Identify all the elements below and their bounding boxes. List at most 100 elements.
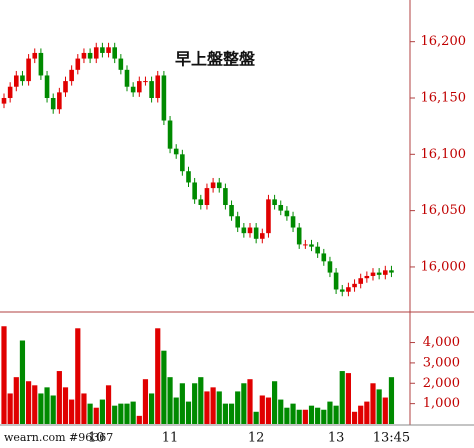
candle-body	[81, 52, 87, 59]
volume-bar	[364, 401, 370, 424]
x-tick-label: 11	[162, 431, 179, 446]
candle-body	[309, 244, 314, 247]
candle-body	[14, 75, 19, 87]
candle-body	[352, 283, 357, 288]
volume-bar	[185, 401, 192, 424]
candle-body	[216, 182, 222, 189]
candle-body	[315, 246, 320, 254]
volume-bar	[130, 401, 136, 424]
volume-bar	[149, 393, 155, 424]
volume-tick-label: 2,000	[423, 376, 460, 391]
candle-body	[253, 227, 259, 239]
volume-bar	[308, 405, 315, 424]
candle-body	[192, 182, 197, 200]
volume-bar	[210, 387, 216, 424]
volume-bar	[173, 397, 179, 424]
candle-body	[173, 148, 179, 155]
volume-bar	[198, 377, 204, 424]
candle-body	[143, 81, 148, 83]
volume-bar	[93, 407, 99, 424]
volume-bar	[290, 403, 296, 424]
volume-bar	[124, 403, 130, 424]
volume-bar	[155, 328, 161, 424]
candle-body	[137, 81, 142, 93]
candle-body	[260, 233, 265, 239]
candle-body	[93, 47, 99, 59]
volume-bar	[62, 387, 69, 424]
volume-bar	[87, 403, 93, 424]
y-tick-label: 16,200	[421, 34, 467, 49]
candle-body	[383, 270, 388, 275]
candle-body	[186, 171, 191, 183]
candle-body	[290, 216, 296, 228]
candle-body	[389, 270, 394, 273]
volume-bar	[99, 399, 105, 424]
candle-body	[346, 287, 351, 292]
candle-body	[370, 272, 376, 276]
candle-body	[100, 47, 105, 53]
volume-bar	[228, 403, 235, 424]
candle-body	[339, 289, 345, 292]
candle-body	[112, 47, 117, 59]
candle-body	[87, 52, 93, 59]
candle-body	[296, 227, 302, 245]
volume-bar	[272, 381, 278, 424]
volume-bar	[315, 407, 321, 424]
candle-body	[50, 97, 56, 110]
annotation: 早上盤整盤	[175, 50, 256, 69]
candle-body	[241, 227, 247, 234]
candle-body	[247, 227, 253, 234]
volume-bar	[26, 381, 32, 424]
volume-bar	[38, 393, 44, 424]
candle-body	[327, 261, 333, 273]
candle-body	[358, 278, 363, 284]
candle-body	[278, 204, 284, 211]
volume-bar	[296, 409, 302, 424]
candle-body	[124, 69, 130, 87]
candle-body	[20, 75, 25, 82]
volume-bar	[388, 377, 395, 424]
y-tick-label: 16,150	[421, 90, 467, 105]
source-label: wearn.com #96367	[4, 431, 113, 444]
y-tick-label: 16,000	[421, 259, 467, 274]
plot: 16,000 16,050 16,100 16,150 16,200 1,000 2,000…	[1, 34, 467, 446]
candle-body	[7, 86, 13, 98]
candle-body	[210, 182, 216, 189]
x-tick-label: 10	[88, 431, 105, 446]
volume-bar	[253, 411, 259, 424]
volume-bar	[351, 411, 358, 424]
volume-tick-label: 4,000	[423, 335, 460, 350]
candle-body	[167, 120, 173, 149]
volume-bar	[32, 385, 38, 424]
volume-bar	[247, 379, 253, 424]
volume-bar	[265, 397, 272, 424]
candle-body	[321, 253, 327, 262]
candle-body	[204, 188, 210, 205]
volume-bar	[75, 328, 81, 424]
candle-body	[272, 199, 277, 205]
volume-bar	[19, 340, 26, 424]
candle-body	[44, 75, 50, 98]
volume-bar	[345, 373, 351, 424]
volume-bar	[216, 391, 222, 424]
candle-body	[106, 47, 111, 53]
x-tick-label: 13:45	[373, 431, 410, 446]
volume-bar	[81, 393, 87, 424]
volume-bar	[302, 409, 308, 424]
volume-bar	[376, 389, 382, 424]
candle-body	[333, 272, 339, 290]
candle-body	[155, 75, 161, 98]
candle-body	[69, 69, 74, 82]
volume-bar	[142, 379, 149, 424]
volume-bar	[321, 409, 327, 424]
volume-bar	[222, 403, 228, 424]
candle-body	[223, 188, 228, 205]
x-tick-label: 12	[248, 431, 265, 446]
volume-bar	[327, 401, 333, 424]
volume-bar	[1, 326, 7, 424]
volume-bar	[333, 405, 339, 424]
volume-bar	[7, 393, 13, 424]
volume-bar	[382, 397, 388, 424]
candle-body	[229, 204, 234, 217]
